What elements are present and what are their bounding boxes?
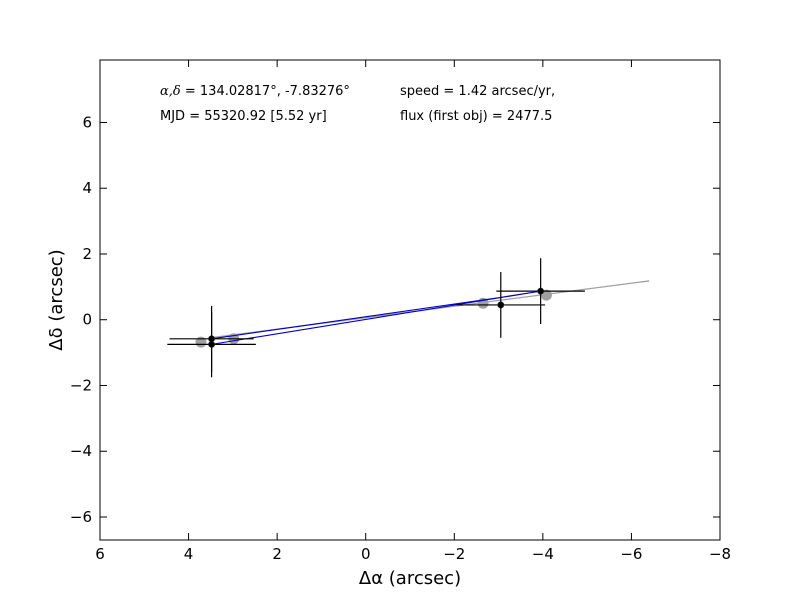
y-axis-label: Δδ (arcsec)	[46, 249, 67, 350]
x-tick-label-3: 0	[361, 545, 371, 563]
data-point-3	[537, 287, 545, 295]
flux-annotation: flux (first obj) = 2477.5	[400, 109, 552, 124]
x-tick-label-0: 6	[95, 545, 105, 563]
x-tick-label-4: −2	[443, 545, 465, 563]
y-tick-label-2: 2	[82, 245, 92, 263]
plot-content	[167, 258, 650, 378]
y-tick-label-5: −4	[70, 442, 92, 460]
y-tick-label-1: 4	[82, 179, 92, 197]
coords-annotation: α,δ = 134.02817°, -7.83276°	[160, 84, 350, 99]
x-tick-label-5: −4	[532, 545, 554, 563]
y-tick-label-6: −6	[70, 508, 92, 526]
x-tick-label-7: −8	[709, 545, 731, 563]
mjd-annotation: MJD = 55320.92 [5.52 yr]	[160, 109, 327, 124]
x-tick-label-2: 2	[272, 545, 282, 563]
blue-path-line	[211, 290, 541, 345]
x-axis-label: Δα (arcsec)	[359, 568, 461, 589]
y-tick-label-3: 0	[82, 311, 92, 329]
plot-frame	[99, 59, 721, 541]
axis-ticks: 6 4 2 0 −2 −4 −6 −8 6 4 2 0 −2 −4 −6	[70, 60, 731, 563]
data-point-2	[497, 301, 505, 309]
data-point-1	[208, 340, 216, 348]
x-tick-label-6: −6	[620, 545, 642, 563]
y-tick-label-0: 6	[82, 113, 92, 131]
speed-annotation: speed = 1.42 arcsec/yr,	[400, 84, 555, 99]
y-tick-label-4: −2	[70, 376, 92, 394]
x-tick-label-1: 4	[184, 545, 194, 563]
coords-value: = 134.02817°, -7.83276°	[181, 84, 350, 99]
coords-label: α,δ	[160, 84, 181, 99]
plot-area	[167, 258, 650, 378]
